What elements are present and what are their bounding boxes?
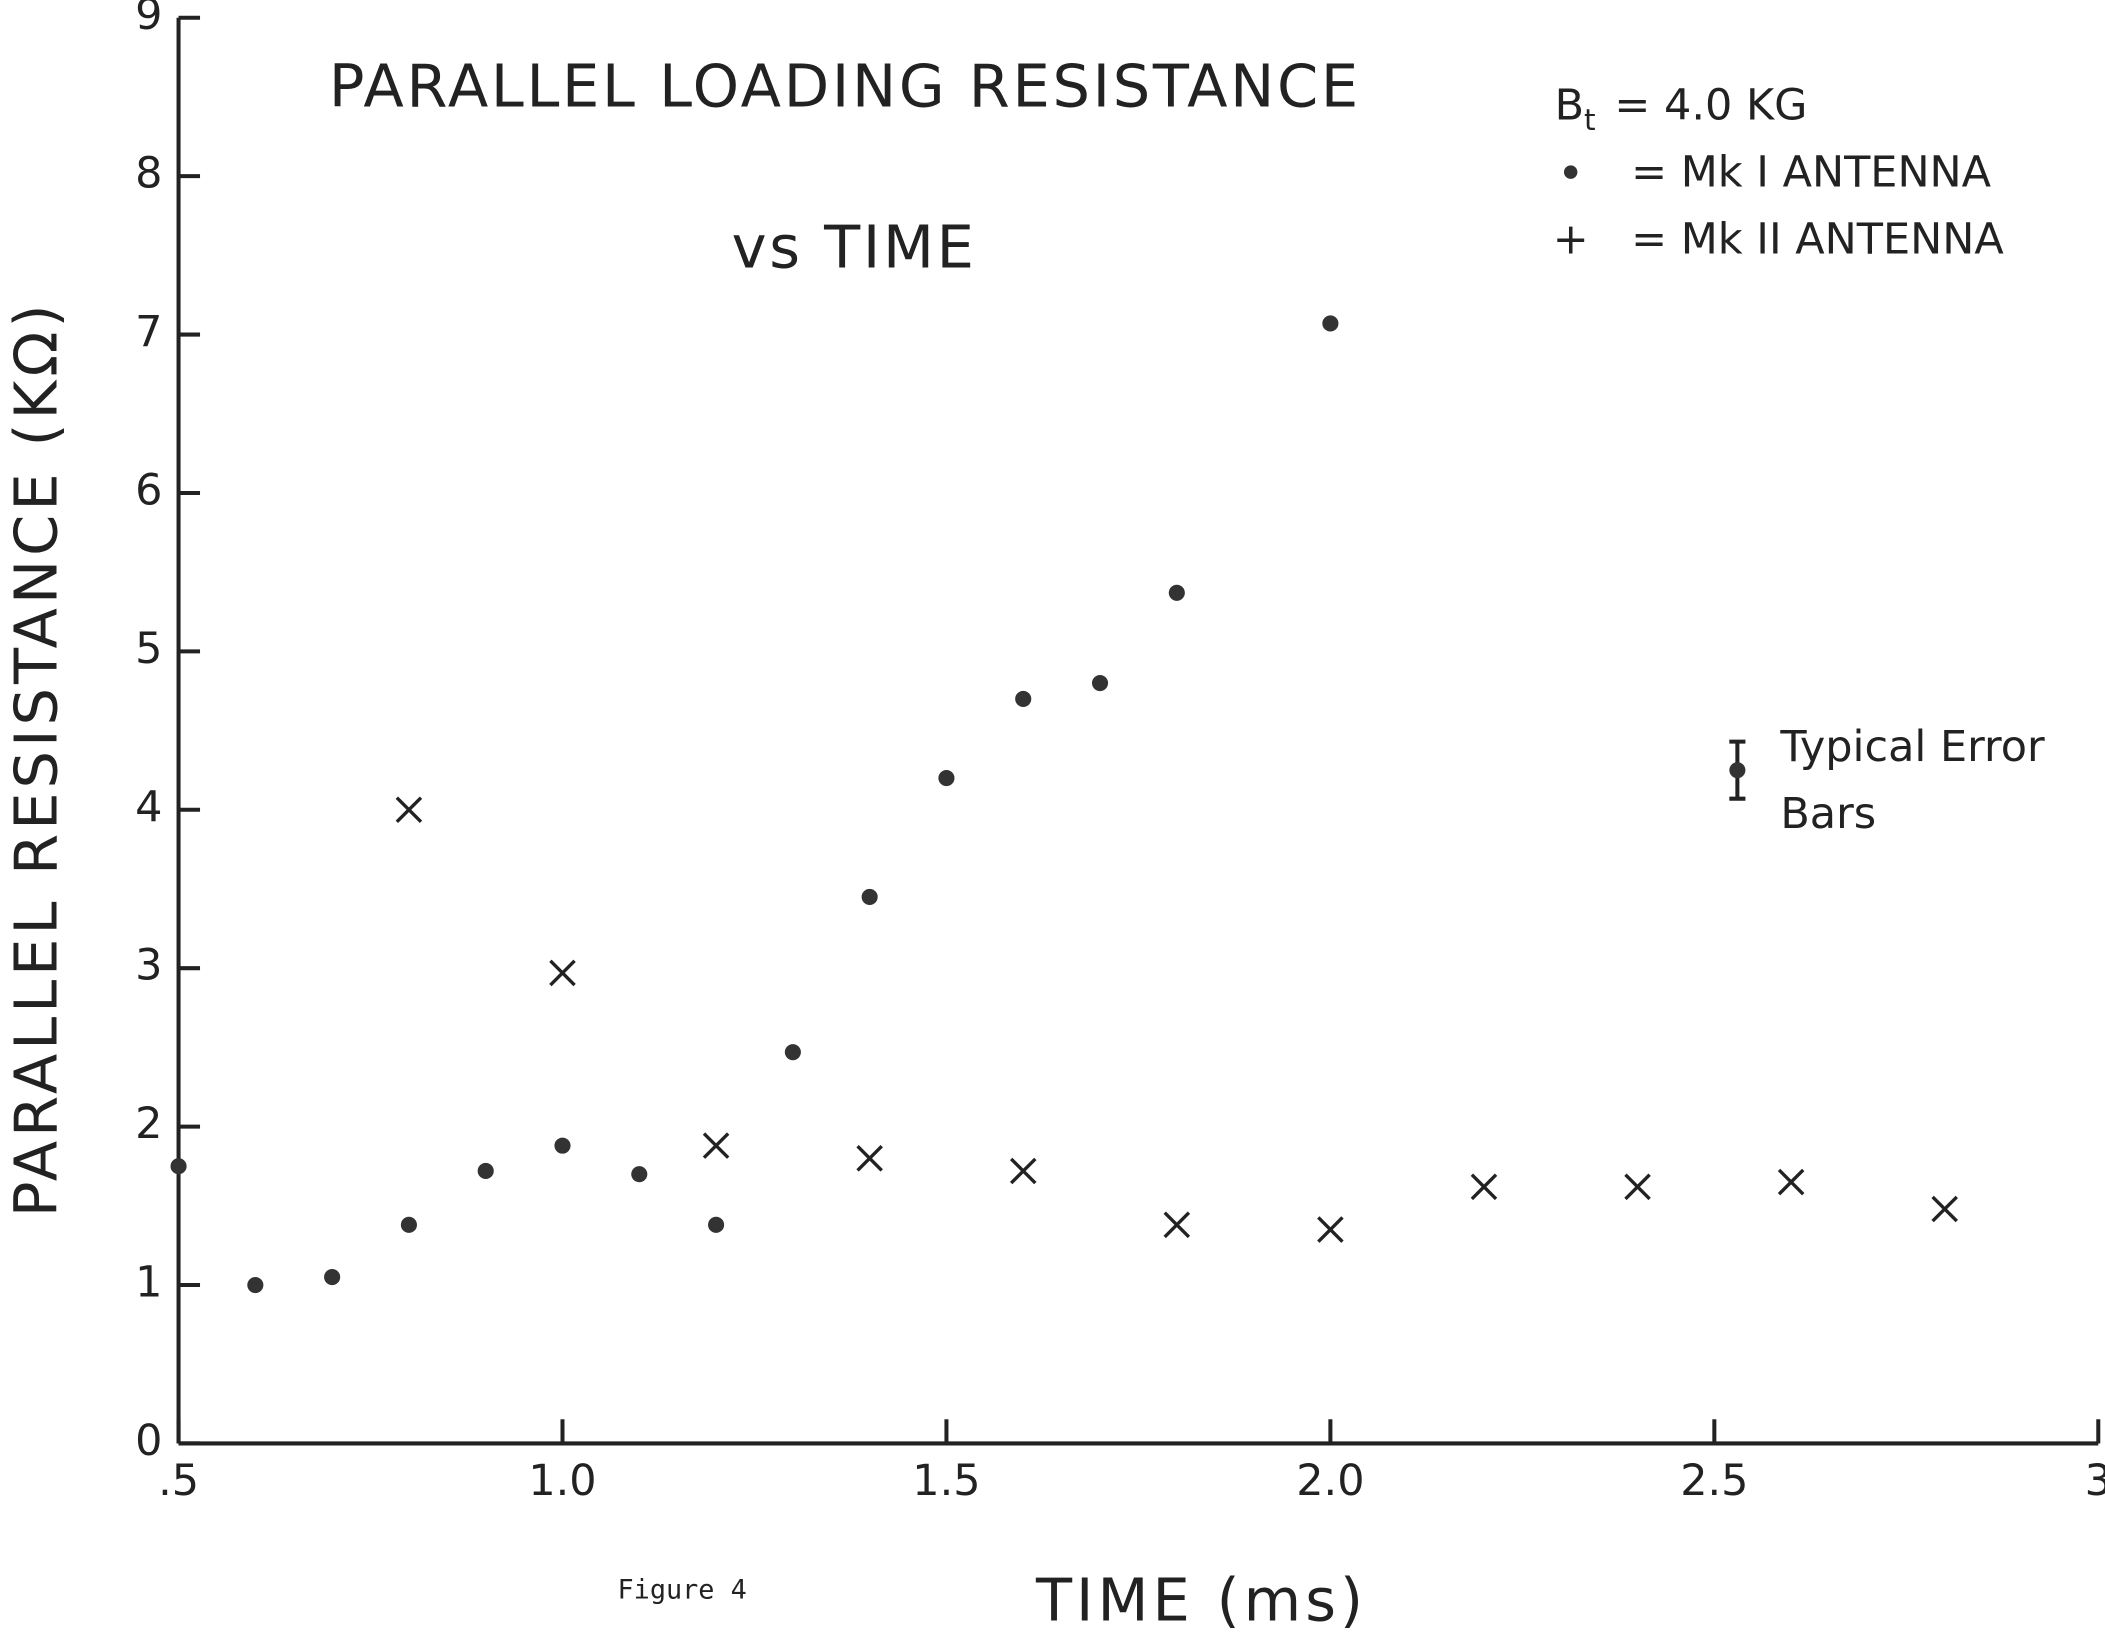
chart-subtitle: vs TIME (732, 212, 977, 281)
y-tick-label: 5 (135, 624, 162, 674)
caption: Figure 4 (618, 1575, 747, 1606)
data-point (324, 1269, 341, 1286)
annotation: Bars (1780, 789, 1876, 839)
y-tick-label: 2 (135, 1099, 162, 1149)
annotation: Typical Error (1779, 722, 2045, 772)
x-axis-label: TIME (ms) (1035, 1566, 1367, 1633)
y-tick-label: 4 (135, 782, 162, 832)
data-point (861, 888, 878, 905)
data-point (395, 796, 423, 824)
data-point (631, 1166, 648, 1183)
data-point (477, 1162, 494, 1180)
data-point (856, 1145, 883, 1172)
data-point (708, 1216, 725, 1233)
y-tick-label: 8 (135, 149, 162, 199)
x-tick-label: 2.5 (1680, 1456, 1748, 1506)
y-tick-label: 9 (135, 0, 162, 40)
legend-title: Bt = 4.0 KG (1555, 80, 1808, 136)
y-tick-label: 7 (135, 307, 162, 357)
chart-title: PARALLEL LOADING RESISTANCE (329, 51, 1361, 120)
data-point (549, 959, 576, 987)
data-point (1317, 1216, 1344, 1243)
data-point (1470, 1173, 1498, 1201)
y-tick-label: 6 (135, 465, 162, 515)
error-point (1729, 762, 1746, 779)
x-tick-label: 1.5 (912, 1456, 980, 1506)
x-tick-label: 3 (2085, 1456, 2105, 1506)
y-axis-label: PARALLEL RESISTANCE (KΩ) (1, 300, 70, 1217)
data-point (784, 1044, 801, 1061)
x-tick-label: 2.0 (1296, 1456, 1364, 1506)
legend-symbol: B (1555, 80, 1584, 130)
data-point (938, 770, 955, 787)
data-point (1009, 1157, 1037, 1185)
data-point (1168, 584, 1185, 601)
data-point (1015, 690, 1032, 707)
y-tick-label: 0 (135, 1416, 162, 1466)
legend-label: = Mk II ANTENNA (1631, 214, 2004, 264)
legend-label: = Mk I ANTENNA (1631, 147, 1992, 197)
data-point (1931, 1195, 1958, 1223)
legend-marker (1563, 165, 1578, 179)
data-point (1322, 315, 1339, 332)
data-point (247, 1276, 264, 1294)
data-point (554, 1137, 571, 1154)
data-point (1624, 1173, 1651, 1201)
legend-subscript: t (1584, 103, 1596, 137)
data-point (1777, 1168, 1805, 1196)
y-tick-label: 1 (135, 1258, 162, 1308)
data-point (702, 1132, 730, 1159)
data-point (1091, 675, 1109, 692)
legend-title-text: = 4.0 KG (1614, 80, 1807, 130)
data-point (170, 1158, 187, 1175)
data-point (400, 1216, 417, 1233)
legend-marker: + (1553, 214, 1589, 264)
x-tick-label: 1.0 (528, 1456, 596, 1506)
y-tick-label: 3 (135, 941, 162, 991)
data-point (1163, 1211, 1191, 1239)
x-tick-label: .5 (158, 1456, 199, 1506)
